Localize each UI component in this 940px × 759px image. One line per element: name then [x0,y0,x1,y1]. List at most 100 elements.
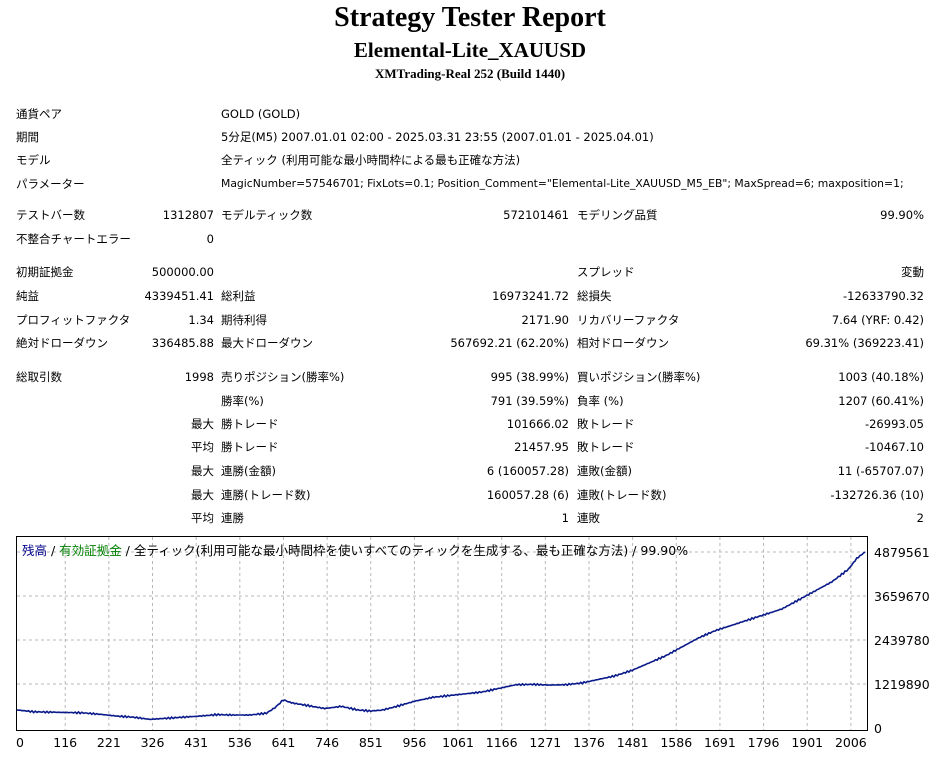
x-tick-label: 536 [228,735,252,750]
ticks-value: 572101461 [503,208,569,222]
quality-value: 99.90% [880,208,924,222]
x-tick-label: 1586 [660,735,692,750]
pf-value: 1.34 [188,313,214,327]
report-title: Strategy Tester Report [334,2,606,33]
x-tick-label: 431 [184,735,208,750]
average-win-label: 勝トレード [221,440,279,454]
legend-balance: 残高 [22,543,48,558]
max-word: 最大 [191,464,214,478]
plot-frame [16,536,868,731]
deposit-value: 500000.00 [151,265,214,279]
x-tick-label: 221 [97,735,121,750]
loss-label: 負率 (%) [577,394,624,408]
chart-legend: 残高 / 有効証拠金 / 全ティック(利用可能な最小時間枠を使いすべてのティック… [22,540,688,559]
cons-loss-amt-value: 11 (-65707.07) [837,464,924,478]
max-word: 最大 [191,488,214,502]
recovery-label: リカバリーファクタ [577,313,680,327]
cons-win-amt-value: 6 (160057.28) [486,464,569,478]
legend-equity: 有効証拠金 [59,543,122,558]
largest-loss-value: -26993.05 [864,417,924,431]
model-label: モデル [16,153,51,167]
x-tick-label: 1796 [748,735,780,750]
mismatch-label: 不整合チャートエラー [16,232,131,246]
cons-loss-cnt-value: -132726.36 (10) [830,488,924,502]
max-dd-label: 最大ドローダウン [221,336,313,350]
max-word: 最大 [191,417,214,431]
avg-cons-loss-label: 連敗 [577,511,600,525]
balance-line [16,551,866,721]
largest-win-label: 勝トレード [221,417,279,431]
rel-dd-label: 相対ドローダウン [577,336,669,350]
y-tick-label: 2439780 [874,633,930,648]
x-tick-label: 2006 [835,735,867,750]
max-dd-value: 567692.21 (62.20%) [450,336,569,350]
trades-value: 1998 [184,370,214,384]
period-label: 期間 [16,130,39,144]
cons-win-cnt-label: 連勝(トレード数) [221,488,311,502]
avg-cons-win-value: 1 [561,511,569,525]
avg-cons-loss-value: 2 [916,511,924,525]
long-value: 1003 (40.18%) [838,370,924,384]
largest-loss-label: 敗トレード [577,417,635,431]
x-tick-label: 1271 [529,735,561,750]
gross-loss-value: -12633790.32 [843,289,924,303]
spread-value: 変動 [901,265,924,279]
cons-win-cnt-value: 160057.28 (6) [486,488,569,502]
x-tick-label: 641 [272,735,296,750]
grid [17,537,867,730]
legend-separator: / [47,543,60,558]
ea-name: Elemental-Lite_XAUUSD [353,38,587,62]
short-label: 売りポジション(勝率%) [221,370,345,384]
quality-label: モデリング品質 [577,208,658,222]
bars-label: テストバー数 [16,208,85,222]
largest-win-value: 101666.02 [506,417,569,431]
win-label: 勝率(%) [221,394,264,408]
x-tick-label: 1901 [791,735,823,750]
deposit-label: 初期証拠金 [16,265,74,279]
payoff-label: 期待利得 [221,313,267,327]
y-tick-label: 0 [874,721,882,736]
payoff-value: 2171.90 [521,313,569,327]
x-axis: 0 116 221 326 431 536 641 746 851 956 1061 1166 1271… [16,735,867,750]
net-label: 純益 [16,289,39,303]
x-tick-label: 1691 [704,735,736,750]
loss-value: 1207 (60.41%) [838,394,924,408]
balance-chart: 4879561 3659670 2439780 1219890 0 0 116 221 326… [16,536,930,750]
rel-dd-value: 69.31% (369223.41) [805,336,924,350]
params-label: パラメーター [16,177,85,191]
abs-dd-label: 絶対ドローダウン [16,336,108,350]
abs-dd-value: 336485.88 [151,336,214,350]
y-tick-label: 1219890 [874,677,930,692]
legend-separator: / [121,543,134,558]
net-value: 4339451.41 [144,289,214,303]
x-tick-label: 1166 [486,735,518,750]
average-loss-label: 敗トレード [577,440,635,454]
cons-loss-cnt-label: 連敗(トレード数) [577,488,667,502]
x-tick-label: 0 [16,735,24,750]
avg-word: 平均 [191,440,214,454]
legend-description: 全ティック(利用可能な最小時間枠を使いすべてのティックを生成する、最も正確な方法… [133,543,689,558]
x-tick-label: 851 [359,735,383,750]
x-tick-label: 956 [402,735,426,750]
gross-profit-value: 16973241.72 [492,289,569,303]
recovery-value: 7.64 (YRF: 0.42) [831,313,924,327]
x-tick-label: 326 [141,735,165,750]
y-axis: 4879561 3659670 2439780 1219890 0 [874,545,930,736]
y-tick-label: 4879561 [874,545,930,560]
mismatch-value: 0 [206,232,214,246]
cons-loss-amt-label: 連敗(金額) [577,464,632,478]
symbol-label: 通貨ペア [16,107,62,121]
period-value: 5分足(M5) 2007.01.01 02:00 - 2025.03.31 23… [221,130,654,144]
short-value: 995 (38.99%) [490,370,569,384]
gross-profit-label: 総利益 [221,289,256,303]
x-tick-label: 1481 [617,735,649,750]
y-tick-label: 3659670 [874,589,930,604]
x-tick-label: 116 [53,735,77,750]
gross-loss-label: 総損失 [577,289,612,303]
params-value: MagicNumber=57546701; FixLots=0.1; Posit… [221,177,904,190]
average-loss-value: -10467.10 [864,440,924,454]
server-name: XMTrading-Real 252 (Build 1440) [374,66,566,81]
long-label: 買いポジション(勝率%) [577,370,701,384]
bars-value: 1312807 [162,208,214,222]
x-tick-label: 1061 [442,735,474,750]
